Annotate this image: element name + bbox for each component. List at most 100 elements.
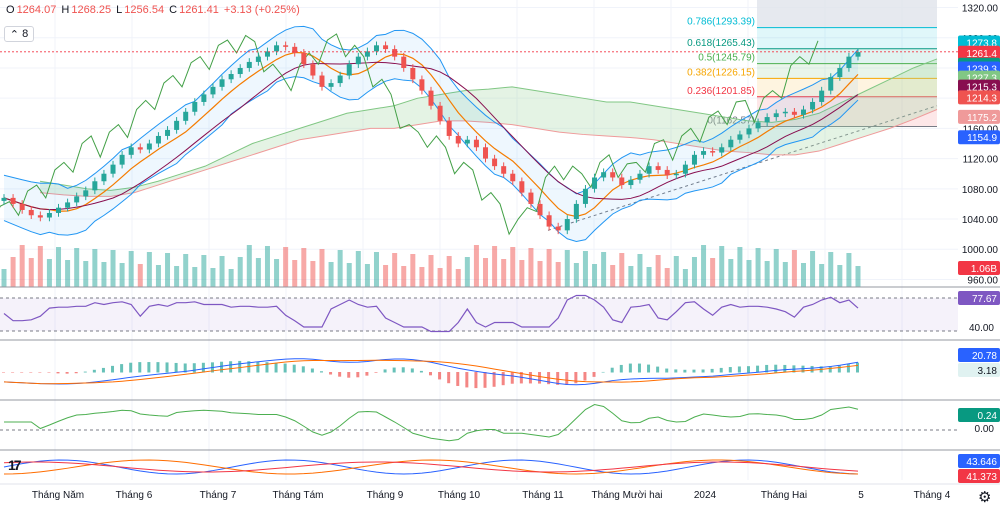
time-tick-label: Tháng Tám (273, 490, 324, 501)
volume-bar (373, 252, 379, 287)
momentum-badge (958, 408, 1000, 422)
fib-label: 0.236(1201.85) (687, 86, 755, 97)
candle-body (65, 202, 71, 208)
price-tick-label: 1120.00 (963, 155, 999, 166)
candle-body (264, 51, 270, 57)
price-badge (958, 79, 1000, 94)
candle-body (446, 120, 452, 136)
candle-body (337, 75, 343, 84)
macd-histogram-bar (429, 372, 432, 376)
price-badge-label: 1261.4 (966, 49, 997, 60)
candle-body (837, 67, 843, 78)
candle-body (274, 45, 280, 52)
volume-bar (455, 269, 461, 287)
macd-histogram-bar (837, 365, 841, 373)
bollinger-band-fill (4, 26, 858, 242)
volume-bar (728, 259, 734, 287)
time-tick-label: 5 (858, 490, 864, 501)
ma-slow-line (3, 61, 859, 211)
candle-body (555, 226, 561, 231)
macd-hist-badge (958, 363, 1000, 377)
candle-body (628, 179, 634, 186)
volume-bar (346, 263, 352, 287)
candle-body (619, 177, 625, 186)
macd-histogram-bar (383, 369, 387, 373)
volume-bar (628, 266, 634, 287)
time-tick-label: 2024 (694, 490, 717, 501)
candle-body (1, 197, 7, 201)
candle-body (691, 154, 697, 165)
chevron-up-icon: ⌃ (9, 28, 23, 41)
macd-histogram-bar (329, 372, 333, 375)
macd-histogram-bar (538, 372, 542, 384)
candle-body (592, 177, 598, 189)
candle-body (283, 45, 289, 47)
volume-bar (610, 265, 616, 287)
macd-histogram-bar (756, 365, 760, 373)
candle-body (165, 129, 171, 136)
price-badge (958, 130, 1000, 145)
candle-body (310, 64, 316, 76)
candle-body (728, 139, 734, 148)
macd-histogram-bar (392, 367, 396, 373)
volume-bar (219, 256, 225, 287)
macd-histogram-bar (347, 372, 351, 378)
candle-body (782, 111, 788, 114)
macd-histogram-bar (156, 362, 160, 373)
volume-bar (582, 251, 588, 287)
volume-badge (958, 261, 1000, 275)
ichimoku-span-b (39, 109, 938, 197)
candle-body (428, 90, 434, 106)
open-label: O (6, 4, 15, 16)
fib-label: 0(1162.57) (707, 115, 755, 126)
volume-bar (137, 264, 143, 287)
bollinger-upper (3, 25, 859, 195)
candle-body (201, 94, 207, 102)
volume-bar (719, 246, 725, 287)
time-tick-label: Tháng 10 (438, 490, 481, 501)
candle-body (519, 181, 525, 193)
candle-body (83, 190, 89, 197)
macd-histogram-bar (647, 364, 651, 373)
macd-line (3, 358, 859, 386)
candle-body (246, 61, 252, 68)
adx-line (3, 461, 859, 473)
volume-bar (10, 257, 16, 287)
macd-histogram-bar (47, 372, 51, 373)
candle-body (819, 90, 825, 102)
price-badge-label: 1239.3 (966, 65, 997, 76)
volume-bar (101, 262, 107, 287)
volume-bar (428, 255, 434, 287)
candle-body (110, 164, 116, 174)
candle-body (737, 134, 743, 140)
time-tick-label: Tháng Hai (761, 490, 807, 501)
candle-body (146, 143, 152, 150)
dmi-plus-badge (958, 454, 1000, 468)
rsi-line (3, 294, 859, 333)
candle-body (346, 64, 352, 76)
close-label: C (169, 4, 178, 16)
macd-histogram-bar (283, 363, 287, 373)
volume-bar (483, 258, 489, 287)
macd-histogram-bar (474, 372, 478, 389)
price-tick-label: 1320.00 (962, 4, 999, 15)
macd-histogram-bar (719, 367, 723, 373)
candle-body (373, 45, 379, 52)
macd-histogram-bar (828, 366, 832, 373)
candle-body (510, 173, 516, 182)
macd-histogram-bar (783, 364, 787, 373)
indicator-collapse-button[interactable]: ⌃ 8 (4, 26, 34, 42)
candle-body (455, 135, 461, 144)
volume-bar (19, 245, 25, 287)
volume-bar (655, 255, 661, 287)
tradingview-logo-icon[interactable]: 17 (8, 457, 22, 473)
price-tick-label: 1080.00 (962, 185, 999, 196)
candle-body (419, 79, 425, 91)
gear-icon[interactable]: ⚙ (978, 489, 992, 506)
volume-bar (446, 256, 452, 287)
rsi-band (0, 298, 958, 331)
price-badge-label: 1214.3 (966, 93, 997, 104)
macd-signal-line (3, 359, 859, 385)
candle-body (582, 188, 588, 204)
